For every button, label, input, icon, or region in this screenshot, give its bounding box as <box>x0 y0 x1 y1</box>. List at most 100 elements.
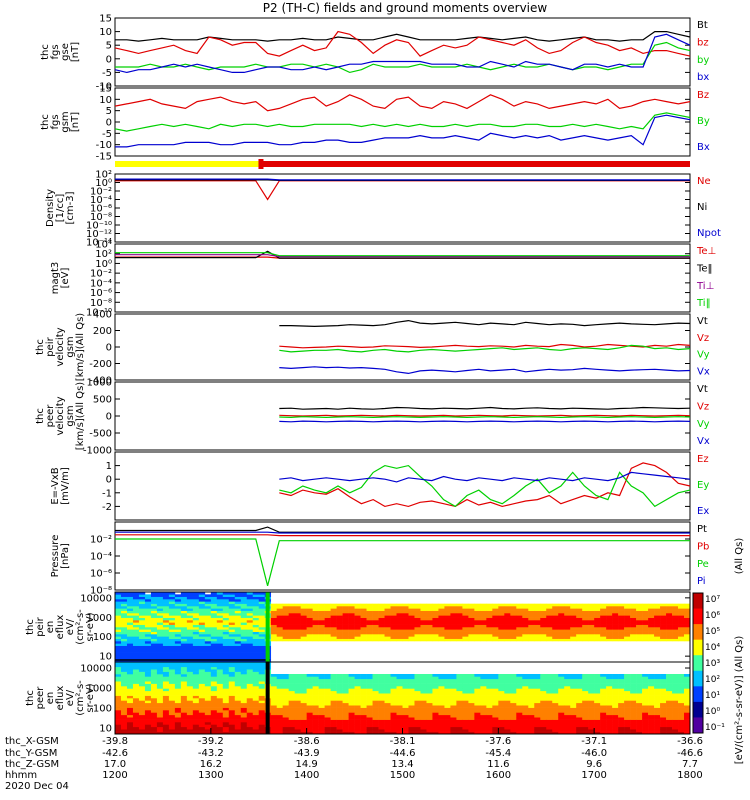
spectrogram-cell <box>240 613 248 616</box>
spectrogram-cell <box>594 603 601 607</box>
spectrogram-cell <box>204 608 212 611</box>
spectrogram-cell <box>648 622 655 625</box>
spectrogram-cell <box>216 659 224 663</box>
spectrogram-cell <box>180 650 188 653</box>
spectrogram-cell <box>246 622 254 625</box>
spectrogram-cell <box>504 693 511 696</box>
spectrogram-cell <box>228 622 236 625</box>
spectrogram-cell <box>654 636 661 639</box>
spectrogram-cell <box>115 627 122 630</box>
spectrogram-cell <box>120 606 128 609</box>
spectrogram-cell <box>312 683 319 687</box>
spectrogram-cell <box>576 624 583 628</box>
spectrogram-cell <box>552 631 559 635</box>
spectrogram-cell <box>336 731 343 735</box>
spectrogram-cell <box>186 688 194 692</box>
spectrogram-cell <box>582 717 589 720</box>
spectrogram-cell <box>318 688 325 692</box>
spectrogram-cell <box>636 638 643 642</box>
spectrogram-cell <box>115 681 122 684</box>
spectrogram-cell <box>126 671 134 675</box>
spectrogram-cell <box>660 617 667 621</box>
spectrogram-cell <box>348 608 355 611</box>
spectrogram-cell <box>132 705 140 708</box>
spectrogram-cell <box>348 683 355 687</box>
spectrogram-cell <box>546 714 553 718</box>
spectrogram-cell <box>492 695 499 699</box>
spectrogram-cell <box>246 731 254 735</box>
spectrogram-cell <box>624 729 631 732</box>
spectrogram-cell <box>360 629 367 632</box>
spectrogram-cell <box>312 627 319 630</box>
spectrogram-cell <box>408 627 415 630</box>
spectrogram-cell <box>462 620 469 623</box>
spectrogram-cell <box>438 724 445 728</box>
spectrogram-cell <box>558 686 565 689</box>
spectrogram-cell <box>642 634 649 637</box>
spectrogram-cell <box>474 693 481 696</box>
spectrogram-cell <box>372 695 379 699</box>
spectrogram-cell <box>318 729 325 732</box>
spectrogram-cell <box>210 666 218 670</box>
spectrogram-cell <box>660 726 667 730</box>
spectrogram-cell <box>366 606 373 609</box>
spectrogram-cell <box>294 688 301 692</box>
spectrogram-cell <box>354 698 361 701</box>
spectrogram-cell <box>354 606 361 609</box>
spectrogram-cell <box>384 686 391 689</box>
spectrogram-cell <box>360 710 367 713</box>
spectrogram-cell <box>672 712 679 716</box>
spectrogram-cell <box>168 688 176 692</box>
spectrogram-cell <box>558 714 565 718</box>
spectrogram-cell <box>438 674 445 677</box>
spectrogram-cell <box>564 615 571 618</box>
y-axis-label-line: peir <box>35 616 46 636</box>
spectrogram-cell <box>270 620 278 623</box>
spectrogram-cell <box>144 666 152 670</box>
spectrogram-cell <box>666 712 673 716</box>
spectrogram-cell <box>360 700 367 704</box>
spectrogram-cell <box>120 629 128 632</box>
spectrogram-cell <box>186 652 194 656</box>
spectrogram-cell <box>576 615 583 618</box>
spectrogram-cell <box>390 688 397 692</box>
spectrogram-cell <box>522 683 529 687</box>
spectrogram-cell <box>408 683 415 687</box>
spectrogram-cell <box>162 599 170 602</box>
spectrogram-cell <box>618 729 625 732</box>
spectrogram-cell <box>444 717 451 720</box>
spectrogram-cell <box>174 674 182 677</box>
spectrogram-cell <box>582 710 589 713</box>
spectrogram-cell <box>360 606 367 609</box>
spectrogram-cell <box>618 634 625 637</box>
spectrogram-cell <box>306 622 313 625</box>
spectrogram-cell <box>366 690 373 694</box>
spectrogram-cell <box>348 726 355 730</box>
spectrogram-cell <box>648 702 655 706</box>
spectrogram-cell <box>216 693 224 696</box>
spectrogram-cell <box>324 606 331 609</box>
spectrogram-cell <box>684 634 691 637</box>
spectrogram-cell <box>276 683 284 687</box>
spectrogram-cell <box>516 717 523 720</box>
spectrogram-cell <box>336 693 343 696</box>
spectrogram-cell <box>288 629 295 632</box>
spectrogram-cell <box>282 700 289 704</box>
spectrogram-cell <box>270 705 278 708</box>
spectrogram-cell <box>636 707 643 711</box>
spectrogram-cell <box>258 664 266 668</box>
spectrogram-cell <box>384 681 391 684</box>
spectrogram-cell <box>630 726 637 730</box>
spectrogram-cell <box>588 690 595 694</box>
spectrogram-cell <box>504 683 511 687</box>
spectrogram-cell <box>258 676 266 680</box>
legend-entry: Vt <box>697 384 708 395</box>
spectrogram-cell <box>606 681 613 684</box>
spectrogram-cell <box>396 636 403 639</box>
spectrogram-cell <box>672 608 679 611</box>
spectrogram-cell <box>348 719 355 723</box>
spectrogram-cell <box>648 705 655 708</box>
spectrogram-cell <box>648 606 655 609</box>
spectrogram-cell <box>582 693 589 696</box>
spectrogram-cell <box>282 610 289 614</box>
